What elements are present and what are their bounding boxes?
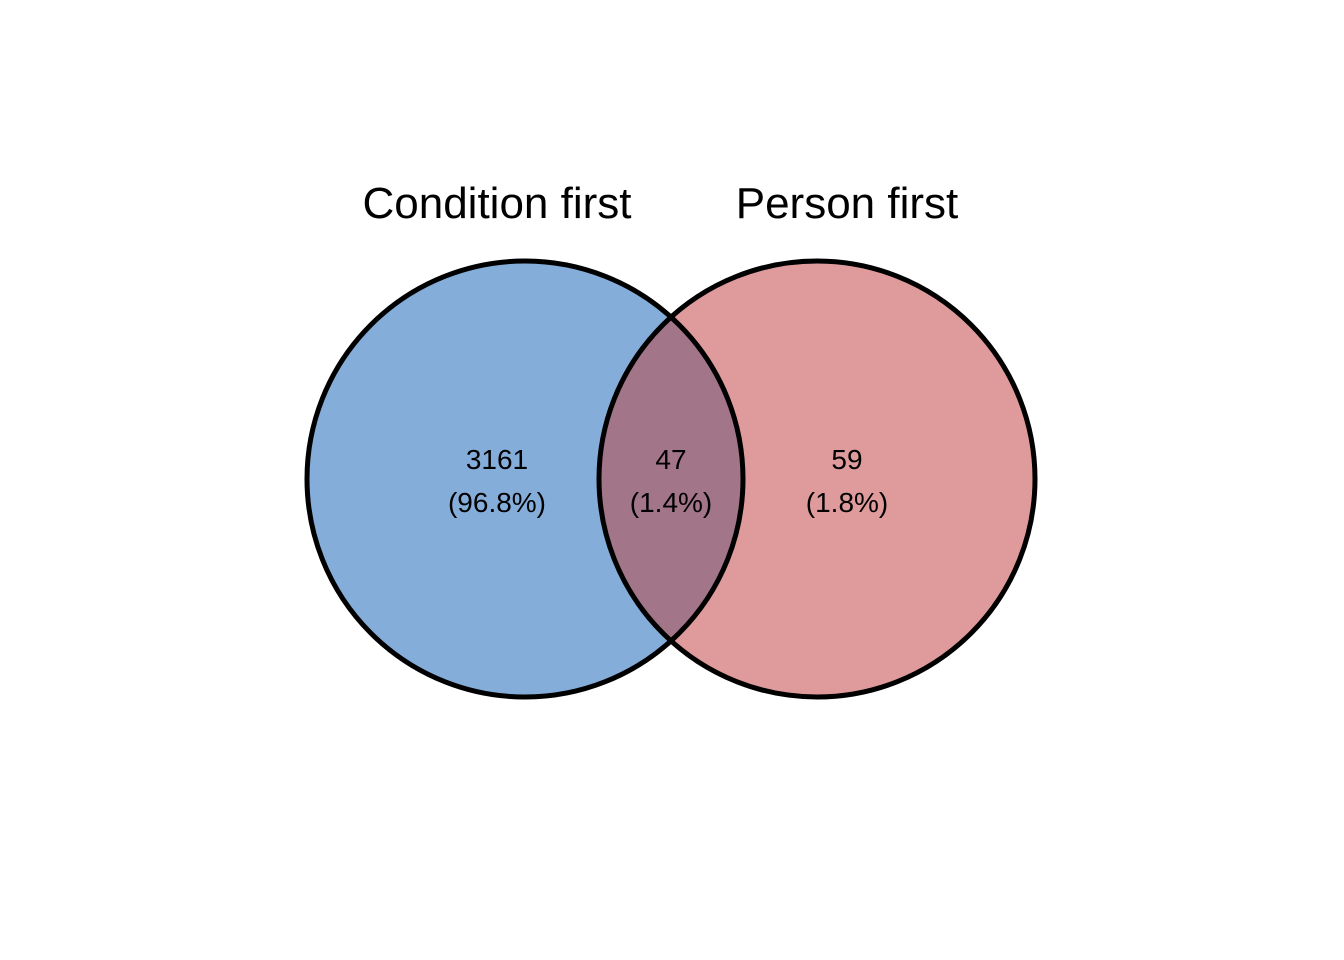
set-outline-person-first (596, 258, 1038, 700)
overlap-region (599, 261, 743, 697)
overlap-percent: (1.4%) (630, 487, 712, 518)
left-only-count: 3161 (466, 444, 528, 475)
set-title-person-first: Person first (736, 179, 959, 228)
set-outline-condition-first (304, 258, 746, 700)
set-title-condition-first: Condition first (362, 179, 631, 228)
left-only-percent: (96.8%) (448, 487, 546, 518)
right-only-percent: (1.8%) (806, 487, 888, 518)
right-only-count: 59 (831, 444, 862, 475)
overlap-count: 47 (655, 444, 686, 475)
